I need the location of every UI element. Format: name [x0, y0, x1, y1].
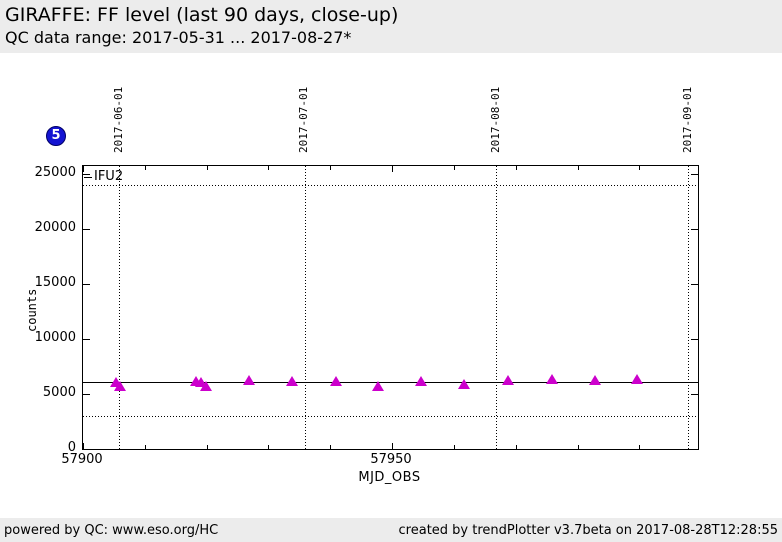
y-tick-label: 20000	[34, 220, 76, 236]
footer-bar: powered by QC: www.eso.org/HC created by…	[0, 518, 782, 542]
date-gridline	[304, 166, 306, 449]
y-tick-label: 15000	[34, 275, 76, 291]
data-point-triangle	[545, 374, 558, 385]
data-point-triangle	[285, 376, 298, 387]
data-point-triangle	[113, 380, 126, 391]
data-point-triangle	[588, 375, 601, 386]
date-gridline	[119, 166, 121, 449]
x-minor-tick-bottom	[639, 445, 641, 449]
data-point-triangle	[457, 378, 470, 389]
y-tick-right	[691, 394, 698, 396]
y-tick-left	[83, 284, 90, 286]
legend-label-ifu2: IFU2	[94, 169, 124, 184]
y-tick-label: 5000	[42, 385, 76, 401]
x-minor-tick-top	[268, 166, 270, 170]
y-tick-label: 10000	[34, 330, 76, 346]
x-minor-tick-bottom	[268, 445, 270, 449]
y-tick-label: 25000	[34, 165, 76, 181]
x-minor-tick-bottom	[330, 445, 332, 449]
x-minor-tick-top	[330, 166, 332, 170]
reference-line-threshold	[83, 185, 698, 187]
reference-line-threshold	[83, 416, 698, 417]
x-minor-tick-bottom	[144, 445, 146, 449]
x-minor-tick-top	[206, 166, 208, 170]
y-tick-right	[691, 174, 698, 176]
footer-powered-by: powered by QC: www.eso.org/HC	[4, 522, 219, 538]
x-tick-label: 57950	[370, 452, 412, 467]
y-tick-left	[83, 229, 90, 231]
x-axis-title: MJD_OBS	[358, 470, 421, 485]
x-minor-tick-top	[453, 166, 455, 170]
plot-index-badge[interactable]: 5	[46, 126, 66, 146]
x-minor-tick-top	[639, 166, 641, 170]
y-tick-right	[691, 449, 698, 450]
footer-created-by: created by trendPlotter v3.7beta on 2017…	[398, 522, 778, 538]
chart-figure: 5 IFU2 counts MJD_OBS 2017-06-01 2017-07-…	[25, 86, 699, 485]
y-axis-title: counts	[25, 288, 39, 332]
date-gridline	[496, 166, 498, 449]
legend: IFU2	[84, 170, 123, 184]
x-minor-tick-bottom	[577, 445, 579, 449]
qc-data-range-subtitle: QC data range: 2017-05-31 ... 2017-08-27…	[5, 28, 352, 47]
date-tick-label: 2017-08-01	[488, 86, 502, 153]
page-title: GIRAFFE: FF level (last 90 days, close-u…	[5, 4, 399, 26]
x-major-tick-top	[392, 166, 393, 172]
date-gridline	[688, 166, 689, 449]
x-minor-tick-bottom	[453, 445, 455, 449]
x-minor-tick-bottom	[206, 445, 208, 449]
x-major-tick-top	[83, 166, 84, 172]
y-tick-right	[691, 339, 698, 341]
x-minor-tick-bottom	[515, 445, 517, 449]
y-tick-left	[83, 449, 90, 450]
y-tick-right	[691, 284, 698, 286]
x-minor-tick-top	[144, 166, 146, 170]
data-point-triangle	[630, 374, 643, 385]
date-tick-label: 2017-07-01	[297, 86, 311, 153]
y-tick-left	[83, 174, 90, 176]
data-point-triangle	[371, 380, 384, 391]
x-major-tick-bottom	[392, 443, 393, 449]
x-minor-tick-top	[515, 166, 517, 170]
legend-line-sample	[84, 176, 92, 178]
y-tick-left	[83, 339, 90, 341]
title-bar: GIRAFFE: FF level (last 90 days, close-u…	[0, 0, 782, 53]
data-point-triangle	[200, 380, 212, 391]
data-point-triangle	[501, 374, 514, 385]
data-point-triangle	[415, 375, 428, 386]
reference-line-average	[83, 382, 698, 383]
y-tick-right	[691, 229, 698, 231]
x-tick-label: 57900	[61, 452, 103, 467]
x-major-tick-bottom	[83, 443, 84, 449]
x-minor-tick-top	[577, 166, 579, 170]
date-tick-label: 2017-06-01	[111, 86, 125, 153]
data-point-triangle	[329, 375, 342, 386]
date-tick-label: 2017-09-01	[680, 86, 694, 153]
plot-area: IFU2	[82, 165, 699, 450]
y-tick-label: 0	[67, 440, 76, 455]
data-point-triangle	[242, 375, 255, 386]
y-tick-left	[83, 394, 90, 396]
